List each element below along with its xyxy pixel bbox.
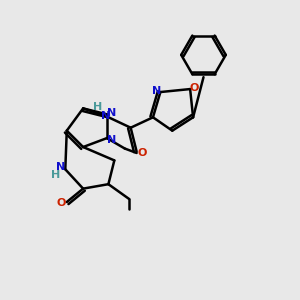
Text: O: O (137, 148, 147, 158)
Text: N: N (107, 135, 116, 145)
Text: H: H (51, 170, 60, 180)
Text: N: N (56, 162, 65, 172)
Text: N: N (107, 108, 116, 118)
Text: N: N (152, 85, 161, 96)
Text: N: N (101, 111, 110, 121)
Text: O: O (57, 198, 66, 208)
Text: H: H (93, 103, 103, 112)
Text: O: O (190, 82, 199, 93)
